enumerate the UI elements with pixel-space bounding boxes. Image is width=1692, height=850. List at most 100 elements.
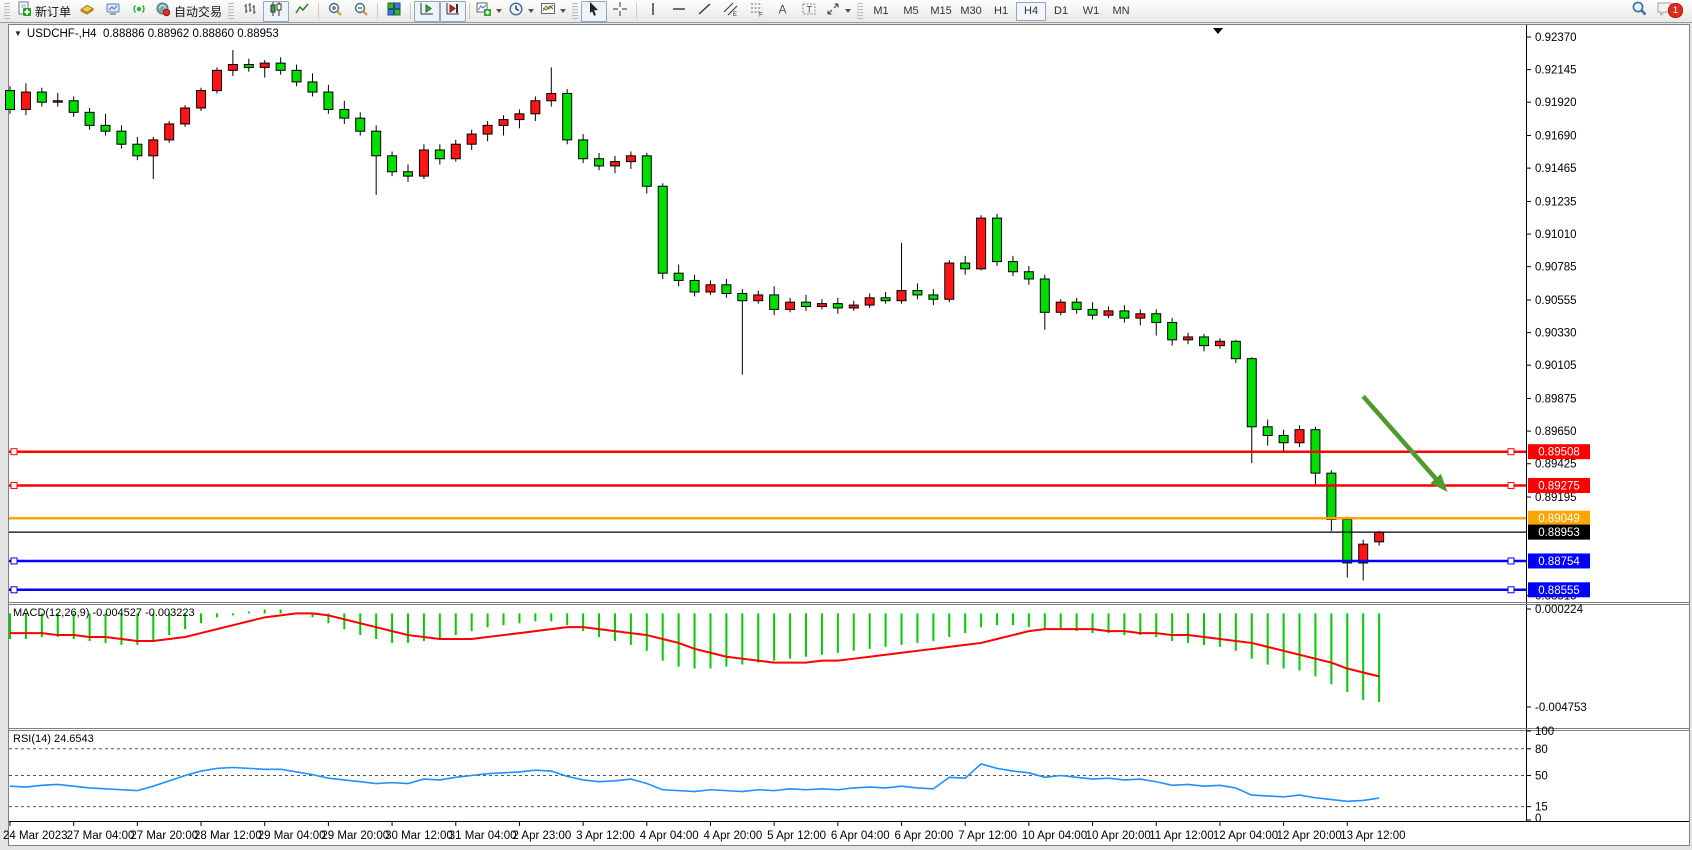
candle-body — [52, 100, 63, 103]
timeframe-mn-button[interactable]: MN — [1112, 5, 1130, 17]
timeframe-w1-button[interactable]: W1 — [1082, 5, 1100, 17]
timeframe-d1-button[interactable]: D1 — [1054, 5, 1069, 17]
price-line-badge — [1528, 444, 1590, 460]
toolbar-grip-tools[interactable] — [572, 3, 579, 19]
candle-body — [466, 133, 477, 145]
periods-icon — [508, 1, 524, 22]
crosshair-button[interactable] — [607, 1, 633, 22]
price-tick-label: 0.90555 — [1535, 295, 1577, 307]
text-button[interactable]: A — [770, 1, 796, 22]
price-tick-label: 0.90105 — [1535, 360, 1577, 372]
bar-chart-icon — [242, 1, 258, 22]
candle-body — [68, 100, 79, 113]
candle-body — [291, 69, 302, 83]
auto-trading-label: 自动交易 — [174, 4, 223, 19]
trend-arrow-object[interactable] — [1361, 394, 1442, 485]
candle-body — [387, 155, 398, 173]
timeframe-m15-button[interactable]: M15 — [930, 5, 952, 17]
chart-shift-button[interactable] — [440, 0, 467, 22]
line-handle[interactable] — [10, 557, 18, 565]
candle-body — [1278, 434, 1289, 444]
candle-body — [514, 113, 525, 121]
templates-icon — [540, 1, 556, 22]
timeframe-m30-button[interactable]: M30 — [960, 5, 982, 17]
candle-body — [20, 91, 31, 110]
notifications-button[interactable]: 1 — [1652, 1, 1683, 22]
candle-body — [1007, 261, 1018, 273]
fibonacci-button[interactable]: F — [744, 1, 770, 22]
candle-body — [1151, 313, 1162, 323]
time-tick-label: 5 Apr 12:00 — [767, 830, 826, 842]
cursor-button[interactable] — [581, 0, 608, 22]
time-tick-label: 28 Mar 12:00 — [194, 830, 262, 842]
periods-button[interactable] — [505, 1, 537, 22]
symbol-dropdown-icon[interactable]: ▼ — [14, 29, 22, 38]
virtual-hosting-button[interactable] — [100, 1, 126, 22]
price-tick-label: 0.91690 — [1535, 131, 1577, 143]
toolbar-grip[interactable] — [4, 3, 10, 19]
line-handle[interactable] — [1507, 557, 1515, 565]
trend-arrow-head[interactable] — [1430, 473, 1448, 492]
time-tick-label: 12 Apr 04:00 — [1213, 830, 1278, 842]
toolbar: 新订单 自动交易 — [0, 0, 1692, 23]
templates-button[interactable] — [537, 1, 569, 22]
rsi-line — [9, 763, 1380, 803]
line-handle[interactable] — [10, 481, 18, 489]
price-tick-label: 0.92145 — [1535, 65, 1577, 77]
line-chart-button[interactable] — [289, 1, 315, 22]
timeframe-m1-button[interactable]: M1 — [873, 5, 889, 17]
price-tick-label: 0.90785 — [1535, 262, 1577, 274]
vertical-line-button[interactable] — [640, 1, 666, 22]
arrows-button[interactable] — [822, 1, 854, 22]
bar-chart-button[interactable] — [237, 1, 263, 22]
candle-body — [546, 93, 557, 102]
candlestick-chart-button[interactable] — [263, 0, 290, 22]
crosshair-icon — [612, 1, 628, 22]
zoom-in-button[interactable] — [322, 1, 348, 22]
search-button[interactable] — [1626, 1, 1652, 22]
line-handle[interactable] — [1507, 586, 1515, 594]
timeframe-h1-button[interactable]: H1 — [994, 5, 1009, 17]
timeframe-m5-button[interactable]: M5 — [903, 5, 919, 17]
candle-body — [275, 62, 286, 71]
svg-text:E: E — [733, 12, 737, 17]
toolbar-grip-charts[interactable] — [228, 3, 235, 19]
tile-windows-button[interactable] — [381, 1, 407, 22]
hosting-icon — [105, 1, 121, 22]
toolbar-grip-timeframes[interactable] — [857, 3, 864, 19]
chart-window — [9, 24, 1690, 845]
horizontal-line-button[interactable] — [666, 1, 692, 22]
line-handle[interactable] — [10, 586, 18, 594]
line-handle[interactable] — [1507, 448, 1515, 456]
price-line-badge — [1528, 510, 1590, 526]
line-handle[interactable] — [1507, 481, 1515, 489]
candle-body — [816, 303, 827, 308]
new-order-button[interactable]: 新订单 — [13, 1, 74, 22]
zoom-out-button[interactable] — [348, 1, 374, 22]
macd-axis-label: -0.004753 — [1535, 702, 1587, 714]
candle-body — [1358, 543, 1369, 564]
time-tick-label: 4 Apr 20:00 — [703, 830, 762, 842]
candle-body — [880, 297, 891, 302]
time-tick-label: 27 Mar 04:00 — [67, 830, 135, 842]
market-button[interactable] — [74, 1, 100, 22]
line-handle[interactable] — [10, 448, 18, 456]
price-tick-label: 0.91465 — [1535, 163, 1577, 175]
candle-body — [753, 294, 764, 302]
auto-trading-button[interactable]: 自动交易 — [152, 1, 225, 22]
equidistant-channel-button[interactable]: E — [718, 1, 744, 22]
signals-button[interactable] — [126, 1, 152, 22]
line-chart-icon — [294, 1, 310, 22]
candle-body — [1055, 301, 1066, 313]
text-label-button[interactable]: T — [796, 1, 822, 22]
candle-body — [801, 301, 811, 308]
candle-body — [211, 69, 222, 92]
candle-body — [1071, 301, 1082, 310]
trendline-button[interactable] — [692, 1, 718, 22]
macd-axis-label: 0.000224 — [1535, 604, 1584, 616]
timeframe-h4-button[interactable]: H4 — [1016, 1, 1047, 21]
auto-scroll-button[interactable] — [414, 0, 441, 22]
indicators-button[interactable] — [473, 1, 505, 22]
candle-body — [1214, 340, 1225, 347]
